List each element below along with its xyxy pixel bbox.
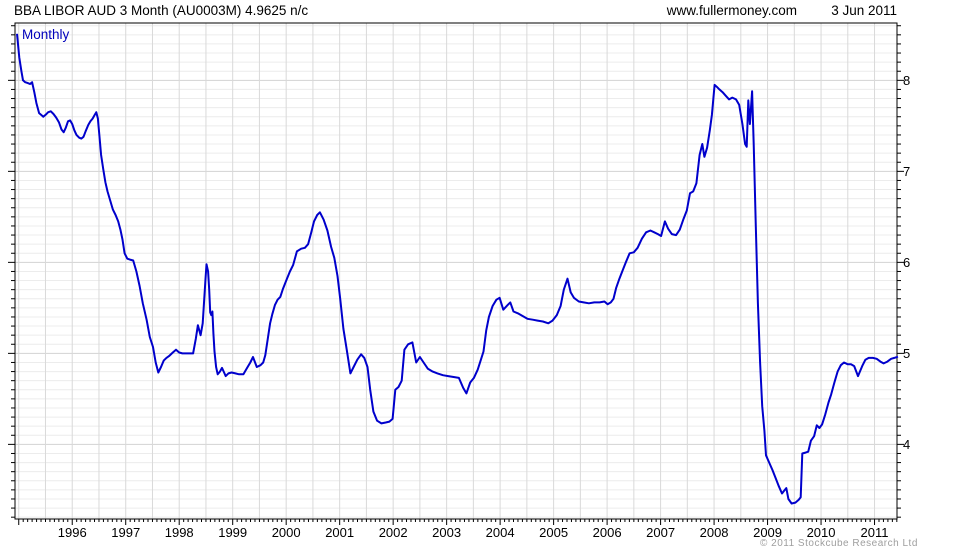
x-axis-label: 2008 — [700, 525, 729, 540]
x-axis-label: 2001 — [325, 525, 354, 540]
date-label: 3 Jun 2011 — [831, 3, 897, 18]
x-axis-label: 2009 — [753, 525, 782, 540]
x-axis-label: 2002 — [379, 525, 408, 540]
x-axis-label: 2004 — [486, 525, 515, 540]
y-axis-label: 7 — [903, 164, 910, 179]
frequency-label: Monthly — [22, 27, 70, 42]
x-axis-label: 2006 — [593, 525, 622, 540]
copyright-label: © 2011 Stockcube Research Ltd — [760, 538, 918, 549]
y-axis-label: 5 — [903, 346, 910, 361]
x-axis-label: 1996 — [58, 525, 87, 540]
y-axis-label: 4 — [903, 437, 910, 452]
chart-title: BBA LIBOR AUD 3 Month (AU0003M) 4.9625 n… — [14, 3, 309, 18]
x-axis-label: 2007 — [646, 525, 675, 540]
x-axis-label: 2005 — [539, 525, 568, 540]
x-axis-label: 1997 — [111, 525, 140, 540]
x-axis-label: 2000 — [272, 525, 301, 540]
x-axis-label: 2010 — [807, 525, 836, 540]
website-label: www.fullermoney.com — [666, 3, 797, 18]
price-line-series — [16, 33, 899, 505]
x-axis-label: 1999 — [218, 525, 247, 540]
y-axis-label: 8 — [903, 73, 910, 88]
x-axis-label: 1998 — [165, 525, 194, 540]
x-axis-label: 2011 — [861, 525, 889, 540]
x-axis-label: 2003 — [432, 525, 461, 540]
y-axis-label: 6 — [903, 255, 910, 270]
